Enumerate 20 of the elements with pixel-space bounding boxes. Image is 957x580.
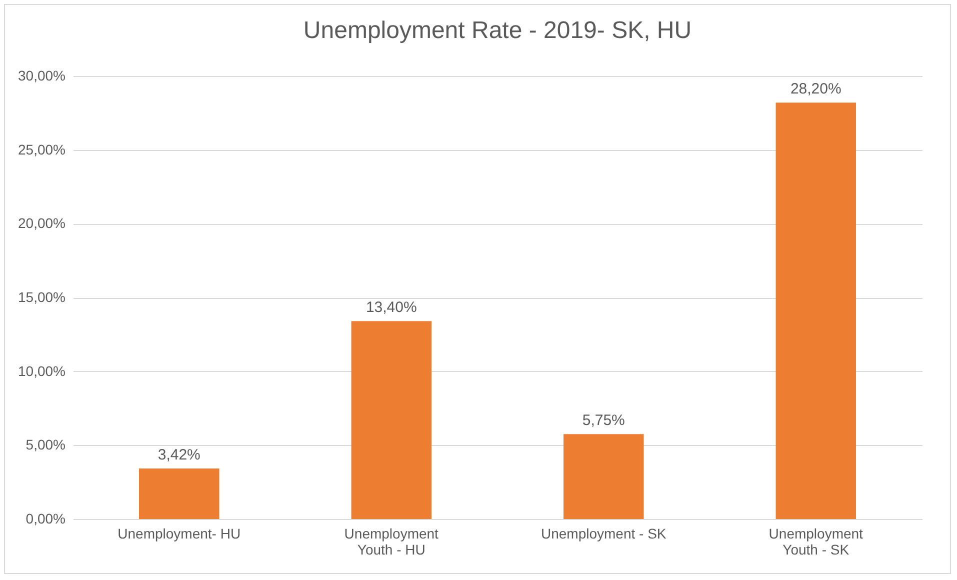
data-label: 13,40% (366, 299, 417, 316)
y-tick-label: 25,00% (18, 141, 66, 158)
data-label: 3,42% (158, 446, 200, 464)
y-tick-label: 30,00% (18, 68, 66, 84)
y-tick-label: 20,00% (18, 215, 66, 232)
bar (351, 321, 432, 519)
x-tick-label: Unemployment- HU (118, 526, 241, 542)
chart-title: Unemployment Rate - 2019- SK, HU (303, 17, 692, 44)
x-tick-label: Unemployment Youth - SK (768, 526, 864, 558)
x-tick-label: Unemployment Youth - HU (344, 526, 439, 558)
data-label: 28,20% (790, 80, 842, 98)
y-tick-label: 5,00% (26, 436, 66, 453)
y-tick-label: 10,00% (18, 362, 66, 379)
y-tick-label: 15,00% (18, 289, 66, 305)
bar (776, 102, 856, 519)
bar (564, 434, 644, 519)
x-tick-label: Unemployment - SK (540, 526, 667, 542)
bar (139, 468, 220, 519)
y-tick-label: 0,00% (26, 510, 66, 526)
data-label: 5,75% (582, 412, 625, 430)
